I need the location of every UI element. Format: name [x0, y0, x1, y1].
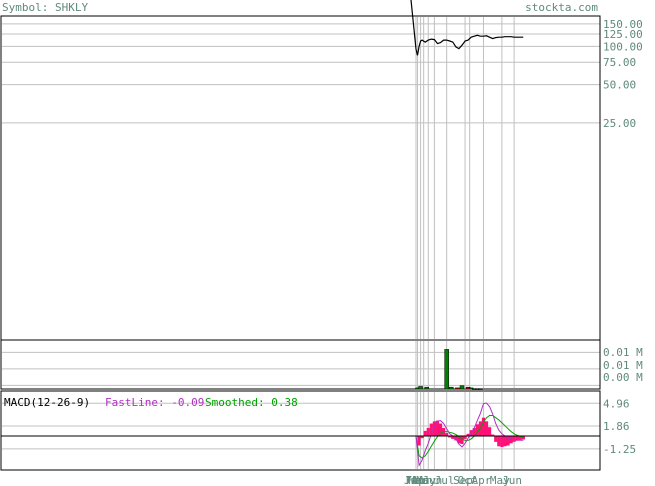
macd-hist-bar — [497, 436, 501, 447]
x-tick-label: Apr — [471, 474, 491, 486]
x-tick-label: Jan — [404, 474, 424, 486]
volume-y-tick-label: 0.01 M — [603, 359, 643, 372]
x-tick-label: Jun — [502, 474, 522, 486]
volume-grid — [2, 341, 600, 388]
macd-y-tick-label: 4.96 — [603, 397, 630, 410]
volume-bar — [418, 386, 423, 390]
volume-bar — [449, 386, 454, 390]
macd-hist-bar — [457, 436, 461, 444]
macd-hist-bar — [494, 436, 498, 442]
macd-hist-bar — [500, 436, 504, 447]
volume-bar — [478, 388, 483, 390]
x-tick-label: Jul — [435, 474, 455, 486]
macd-hist-bar — [435, 420, 440, 436]
x-tick-label: Sep — [453, 474, 473, 486]
volume-y-ticks: 0.01 M0.01 M0.00 M — [603, 346, 643, 384]
x-tick-label: Oct — [458, 474, 478, 486]
macd-hist-bar — [481, 417, 486, 436]
macd-fast-label: FastLine: -0.09 — [105, 396, 204, 409]
macd-hist-bar — [460, 436, 464, 445]
macd-hist-bar — [426, 427, 430, 436]
macd-hist-bar — [451, 436, 455, 439]
macd-hist-bar — [491, 434, 495, 436]
volume-bar — [459, 385, 465, 390]
price-panel-frame — [0, 15, 601, 341]
x-tick-label: Feb — [406, 474, 426, 486]
macd-hist-bar — [420, 436, 424, 439]
volume-bars — [415, 349, 483, 390]
price-y-tick-label: 25.00 — [603, 117, 636, 130]
macd-hist-bar — [445, 433, 449, 436]
volume-bar — [444, 349, 449, 390]
macd-smooth-label: Smoothed: 0.38 — [205, 396, 298, 409]
macd-hist-bar — [506, 436, 510, 446]
price-grid — [2, 17, 600, 339]
price-y-tick-label: 150.00 — [603, 18, 643, 31]
price-y-tick-label: 50.00 — [603, 79, 636, 92]
macd-hist-bar — [417, 436, 421, 446]
price-y-tick-label: 75.00 — [603, 56, 636, 69]
macd-hist-bar — [438, 423, 443, 436]
volume-bar — [455, 387, 460, 390]
price-y-tick-label: 125.00 — [603, 28, 643, 41]
macd-hist-bar — [463, 436, 467, 439]
macd-hist-bar — [472, 427, 476, 436]
volume-y-tick-label: 0.00 M — [603, 371, 643, 384]
macd-hist-bar — [423, 430, 427, 436]
macd-hist-bar — [432, 421, 436, 436]
macd-hist-bar — [503, 436, 507, 447]
macd-hist-bar — [515, 436, 519, 441]
macd-hist-bar — [448, 436, 452, 438]
site-label: stockta.com — [525, 1, 598, 14]
macd-y-tick-label: 1.86 — [603, 420, 630, 433]
price-line — [410, 0, 524, 56]
macd-hist-bar — [475, 424, 479, 436]
macd-hist-bar — [509, 436, 513, 444]
macd-hist-bar — [429, 423, 433, 436]
macd-y-tick-label: -1.25 — [603, 443, 636, 456]
volume-y-tick-label: 0.01 M — [603, 346, 643, 359]
price-series — [410, 0, 524, 56]
macd-y-ticks: 4.96 1.86 -1.25 — [603, 397, 636, 456]
x-tick-label: Jun — [422, 474, 442, 486]
macd-hist-bar — [466, 433, 470, 436]
macd-smooth-line — [415, 415, 524, 459]
macd-hist-bar — [512, 436, 516, 442]
macd-title: MACD(12-26-9) — [4, 396, 90, 409]
macd-panel-frame — [0, 390, 601, 471]
x-tick-label: Mar — [409, 474, 429, 486]
volume-panel-frame — [0, 339, 601, 390]
x-tick-label: May — [416, 474, 436, 486]
volume-bar — [424, 386, 429, 390]
x-tick-label: May — [490, 474, 510, 486]
price-y-tick-label: 100.00 — [603, 40, 643, 53]
macd-hist-bar — [488, 427, 492, 436]
macd-hist-bar — [484, 421, 489, 436]
symbol-label: Symbol: SHKLY — [2, 1, 88, 14]
macd-hist-bar — [521, 436, 525, 440]
macd-hist-bar — [518, 436, 522, 440]
x-tick-label: Apr — [412, 474, 432, 486]
